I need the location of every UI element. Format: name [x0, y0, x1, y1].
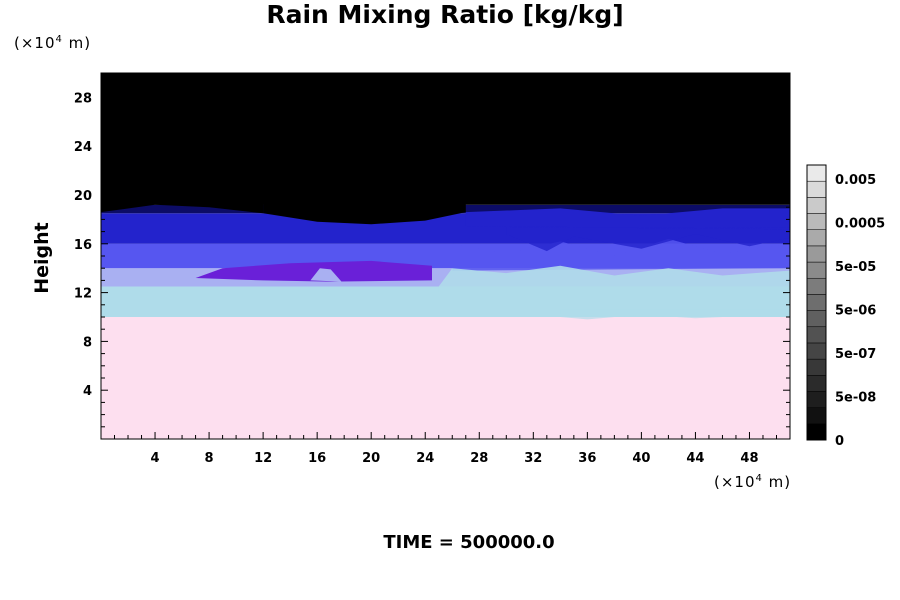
x-tick-label: 28	[470, 451, 488, 466]
layer-black	[101, 73, 790, 205]
feature-black-left	[101, 199, 264, 214]
colorbar-label: 5e-06	[835, 304, 876, 319]
plot-features	[101, 199, 790, 320]
x-tick-label: 24	[416, 451, 434, 466]
y-tick-label: 24	[74, 140, 92, 155]
colorbar-level	[806, 245, 827, 263]
colorbar-label: 5e-05	[835, 260, 876, 275]
colorbar-level	[806, 423, 827, 441]
colorbar-level	[806, 407, 827, 425]
feature-light-blue-right	[438, 265, 790, 293]
colorbar-level	[806, 180, 827, 198]
colorbar-level	[806, 326, 827, 344]
colorbar-level	[806, 277, 827, 295]
x-unit-prefix: (×10	[714, 473, 756, 491]
colorbar-label: 0.0005	[835, 217, 885, 232]
x-tick-label: 48	[740, 451, 758, 466]
feature-periwinkle-bump	[310, 268, 342, 282]
feature-black-dip	[263, 202, 466, 225]
x-tick-label: 40	[632, 451, 650, 466]
x-tick-label: 8	[205, 451, 214, 466]
y-unit-suffix: m)	[62, 34, 92, 52]
y-tick-label: 16	[74, 238, 92, 253]
feature-deep-blue-right	[465, 208, 790, 230]
y-unit-exp: 4	[55, 34, 63, 45]
colorbar-level	[806, 197, 827, 214]
y-tick-label: 8	[83, 335, 92, 350]
x-tick-label: 32	[524, 451, 542, 466]
colorbar-level	[806, 261, 827, 279]
colorbar: 0.005 0.0005 5e-05 5e-06 5e-07 5e-08 0	[806, 164, 885, 449]
y-axis-unit: (×104 m)	[14, 34, 91, 52]
colorbar-level	[806, 310, 827, 328]
colorbar-level	[806, 213, 827, 230]
colorbar-level	[806, 294, 827, 311]
colorbar-level	[806, 391, 827, 408]
y-tick-label: 28	[74, 91, 92, 106]
feature-purple-patch	[195, 260, 432, 282]
colorbar-level	[806, 358, 827, 376]
colorbar-level	[806, 164, 827, 182]
x-unit-suffix: m)	[762, 473, 792, 491]
x-axis: 4 8 12 16 20 24 28 32 36 40 44 48	[114, 73, 777, 466]
layer-pink	[101, 317, 790, 439]
feature-deep-blue-wisps	[506, 226, 790, 252]
x-tick-label: 4	[151, 451, 160, 466]
time-label: TIME = 500000.0	[383, 532, 555, 553]
y-tick-label: 4	[83, 384, 92, 399]
colorbar-label: 5e-08	[835, 391, 876, 406]
y-axis: 4 8 12 16 20 24 28	[74, 84, 790, 428]
colorbar-label: 0	[835, 434, 844, 449]
colorbar-level	[806, 342, 827, 360]
x-tick-label: 16	[308, 451, 326, 466]
colorbar-label: 0.005	[835, 173, 876, 188]
y-unit-prefix: (×10	[14, 34, 56, 52]
y-tick-label: 12	[74, 287, 92, 302]
chart-title: Rain Mixing Ratio [kg/kg]	[266, 0, 624, 29]
x-tick-label: 44	[686, 451, 704, 466]
x-tick-label: 20	[362, 451, 380, 466]
x-unit-exp: 4	[755, 473, 763, 484]
colorbar-frame	[806, 164, 827, 441]
colorbar-level	[806, 375, 827, 392]
x-axis-unit: (×104 m)	[714, 473, 791, 491]
x-tick-label: 12	[254, 451, 272, 466]
y-tick-label: 20	[74, 189, 92, 204]
feature-light-blue-edge	[560, 309, 790, 320]
colorbar-label: 5e-07	[835, 347, 876, 362]
colorbar-level	[806, 229, 827, 247]
x-tick-label: 36	[578, 451, 596, 466]
